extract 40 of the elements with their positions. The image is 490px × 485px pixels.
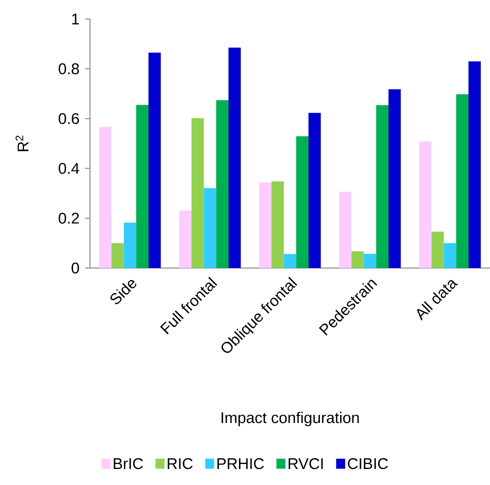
bar xyxy=(136,104,148,268)
bar xyxy=(352,251,364,268)
bar xyxy=(456,94,468,268)
bar xyxy=(99,126,112,268)
y-tick-label: 0.4 xyxy=(58,162,80,174)
legend-label: BrIC xyxy=(114,458,143,470)
bar xyxy=(376,105,388,268)
bar xyxy=(339,192,352,268)
bar xyxy=(216,100,228,268)
bar xyxy=(388,89,401,268)
legend-label: RVCI xyxy=(288,458,323,470)
bar xyxy=(444,243,456,268)
legend-label: PRHIC xyxy=(217,458,264,470)
bar xyxy=(192,118,204,268)
y-tick-label: 1 xyxy=(72,14,79,24)
bar xyxy=(272,181,284,268)
bar xyxy=(284,254,296,268)
bar xyxy=(419,142,432,268)
bar xyxy=(204,188,216,268)
y-tick-label: 0.6 xyxy=(58,113,79,124)
bar xyxy=(296,136,308,268)
bar xyxy=(228,48,241,268)
x-tick-label: All data xyxy=(416,280,458,321)
x-tick-label: Side xyxy=(110,280,136,304)
legend-label: CIBIC xyxy=(348,458,388,470)
bar xyxy=(432,232,444,268)
bar xyxy=(259,182,272,268)
bar xyxy=(112,243,124,268)
legend-label: RIC xyxy=(168,458,193,470)
y-tick-label: 0.2 xyxy=(58,212,79,224)
y-axis-title: R$^{2}$ xyxy=(16,136,28,152)
bar xyxy=(468,61,481,268)
bar xyxy=(124,222,136,268)
bar xyxy=(308,112,321,268)
y-tick-label: 0 xyxy=(72,262,80,274)
bar xyxy=(148,52,161,268)
bar xyxy=(364,254,376,268)
bar xyxy=(179,210,192,268)
y-tick-label: 0.8 xyxy=(58,63,79,74)
x-axis-title: Impact configuration xyxy=(222,412,359,426)
